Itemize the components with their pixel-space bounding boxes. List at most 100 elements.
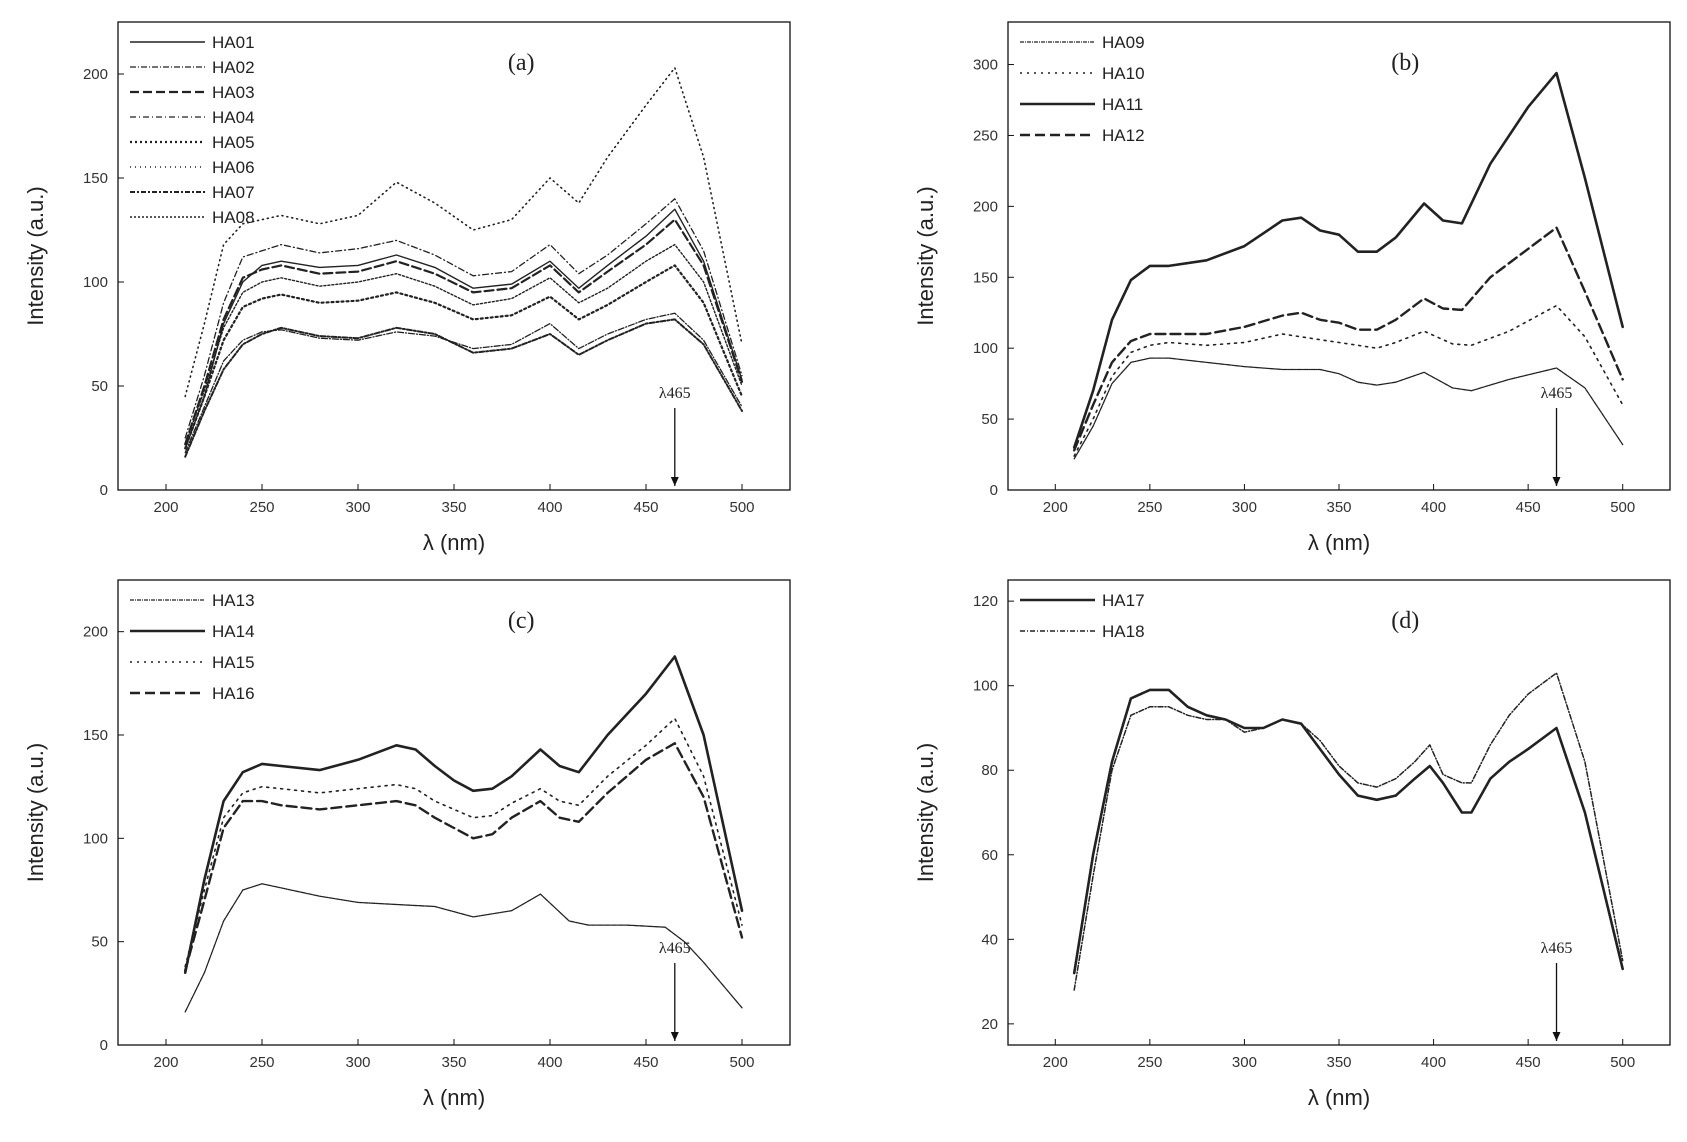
legend-entry-ha03: HA03 [212,83,255,102]
plot-frame [1007,21,1671,491]
x-tick-label: 300 [1232,1054,1257,1071]
series-line-ha11 [1072,71,1624,449]
series-line-ha13 [184,883,743,1013]
x-tick-label: 400 [1421,1054,1446,1071]
series-line-ha18 [1073,672,1624,991]
x-axis-label: λ (nm) [423,1085,485,1110]
series-line-ha06 [184,67,743,398]
series-line-ha04 [184,198,743,439]
y-tick-label: 50 [981,411,998,428]
y-tick-label: 200 [973,198,998,215]
legend-entry-ha11: HA11 [1102,95,1143,114]
y-axis-label: Intensity (a.u.) [23,186,48,325]
x-tick-label: 300 [1232,499,1257,516]
legend-entry-ha08: HA08 [212,208,255,227]
y-tick-label: 100 [973,340,998,357]
series-line-ha07 [184,318,743,458]
y-tick-label: 150 [83,727,108,744]
x-tick-label: 500 [729,1054,754,1071]
legend-entry-ha12: HA12 [1102,126,1145,145]
legend-entry-ha10: HA10 [1102,64,1145,83]
y-tick-label: 200 [83,66,108,83]
annotation-arrowhead [670,477,679,486]
y-tick-label: 50 [91,934,108,951]
y-tick-label: 300 [973,57,998,74]
series-line-ha08 [184,243,743,445]
x-tick-label: 250 [1137,499,1162,516]
y-tick-label: 20 [981,1016,998,1033]
series-line-ha10 [1073,304,1624,457]
y-axis-label: Intensity (a.u.) [23,743,48,882]
plot-frame [117,579,791,1046]
y-tick-label: 50 [91,378,108,395]
x-axis-label: λ (nm) [1308,530,1370,555]
x-tick-label: 350 [1326,499,1351,516]
y-tick-label: 40 [981,931,998,948]
x-tick-label: 200 [1043,1054,1068,1071]
x-tick-label: 250 [249,499,274,516]
y-tick-label: 0 [100,1037,108,1054]
panel-label: (c) [508,608,535,634]
annotation-arrowhead [1552,477,1561,486]
series-line-ha02 [184,312,743,454]
plot-frame [1007,579,1671,1046]
legend-entry-ha15: HA15 [212,653,255,672]
y-tick-label: 250 [973,127,998,144]
series-line-ha17 [1072,688,1624,975]
legend-entry-ha05: HA05 [212,133,255,152]
legend-entry-ha06: HA06 [212,158,255,177]
annotation-label: λ465 [1541,940,1573,957]
panel-label: (b) [1391,50,1419,76]
legend-entry-ha17: HA17 [1102,591,1145,610]
x-tick-label: 500 [1610,499,1635,516]
x-tick-label: 200 [153,1054,178,1071]
legend-entry-ha18: HA18 [1102,622,1145,641]
x-tick-label: 450 [1516,499,1541,516]
x-tick-label: 350 [441,499,466,516]
series-line-ha12 [1072,226,1624,452]
annotation-label: λ465 [659,385,691,402]
y-tick-label: 80 [981,762,998,779]
legend-entry-ha01: HA01 [212,33,255,52]
annotation-arrowhead [1552,1032,1561,1041]
y-tick-label: 100 [973,678,998,695]
y-tick-label: 100 [83,830,108,847]
x-axis-label: λ (nm) [423,530,485,555]
panel-d: 200 250 300 350 400 450 500 20 40 60 80 100 120 λ (nm… [913,579,1671,1110]
x-tick-label: 400 [537,1054,562,1071]
x-tick-label: 350 [441,1054,466,1071]
y-tick-label: 150 [973,269,998,286]
legend-entry-ha09: HA09 [1102,33,1145,52]
x-tick-label: 400 [1421,499,1446,516]
panel-a: 200 250 300 350 400 450 500 0 50 100 150 200 λ (nm) I… [23,21,791,555]
legend-entry-ha16: HA16 [212,684,255,703]
y-tick-label: 120 [973,593,998,610]
y-tick-label: 150 [83,170,108,187]
x-tick-label: 450 [633,499,658,516]
x-tick-label: 450 [1516,1054,1541,1071]
x-tick-label: 500 [1610,1054,1635,1071]
y-tick-label: 200 [83,624,108,641]
x-tick-label: 300 [345,1054,370,1071]
y-axis-label: Intensity (a.u.) [913,186,938,325]
series-line-ha03 [184,218,744,446]
panel-label: (d) [1391,608,1419,634]
series-line-ha05 [184,264,744,450]
legend-entry-ha14: HA14 [212,622,255,641]
legend-entry-ha04: HA04 [212,108,255,127]
annotation-label: λ465 [1541,385,1573,402]
y-tick-label: 60 [981,847,998,864]
series-line-ha15 [184,717,743,968]
y-tick-label: 0 [990,482,998,499]
x-tick-label: 250 [249,1054,274,1071]
panel-b: 200 250 300 350 400 450 500 0 50 100 150 200 250 300 λ… [913,21,1671,555]
x-tick-label: 300 [345,499,370,516]
x-tick-label: 450 [633,1054,658,1071]
x-tick-label: 200 [1043,499,1068,516]
panel-c: 200 250 300 350 400 450 500 0 50 100 150 200 λ (nm) I… [23,579,791,1110]
series-line-ha01 [184,208,743,450]
legend-entry-ha13: HA13 [212,591,255,610]
x-tick-label: 400 [537,499,562,516]
annotation-arrowhead [670,1032,679,1041]
